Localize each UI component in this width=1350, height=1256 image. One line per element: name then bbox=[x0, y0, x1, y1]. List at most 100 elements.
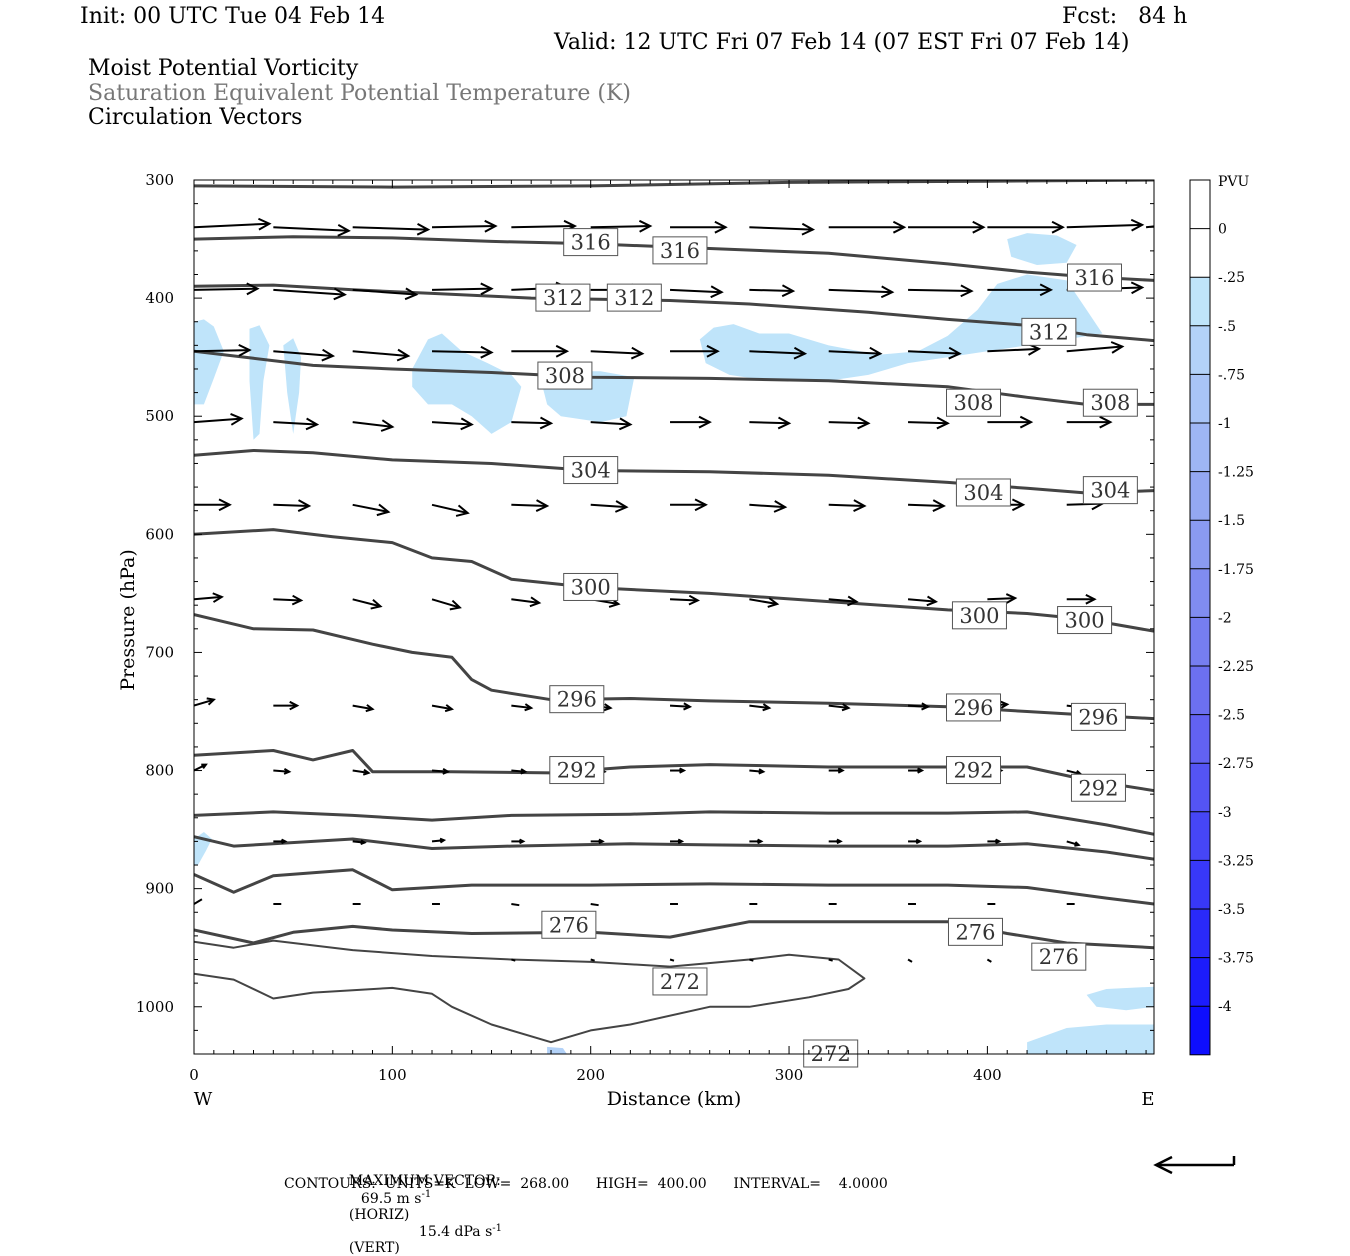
legend-swatch bbox=[1190, 957, 1210, 1007]
contour-label-308: 308 bbox=[537, 361, 593, 390]
vector-arrow bbox=[194, 217, 272, 231]
legend-level-label: -3.25 bbox=[1218, 853, 1254, 869]
svg-text:304: 304 bbox=[963, 481, 1003, 505]
vector-arrow bbox=[908, 284, 974, 298]
mpv-region-0 bbox=[194, 319, 224, 405]
vector-arrow bbox=[273, 223, 351, 237]
contour-label-272: 272 bbox=[652, 967, 708, 996]
vector-arrow bbox=[194, 498, 232, 512]
legend-swatch bbox=[1190, 811, 1210, 861]
legend-swatch bbox=[1190, 374, 1210, 423]
mpv-region-7 bbox=[1086, 986, 1154, 1011]
vector-arrow bbox=[352, 287, 419, 301]
field-title-theta-es: Saturation Equivalent Potential Temperat… bbox=[88, 81, 631, 106]
vector-arrow bbox=[431, 837, 447, 844]
vector-arrow bbox=[590, 903, 599, 907]
vector-arrow bbox=[431, 704, 455, 713]
contour-label-304: 304 bbox=[955, 478, 1011, 507]
vector-arrow bbox=[194, 282, 260, 296]
svg-text:300: 300 bbox=[1065, 609, 1105, 633]
contour-320 bbox=[194, 180, 1154, 189]
legend-level-label: -.75 bbox=[1218, 367, 1245, 383]
svg-text:276: 276 bbox=[955, 920, 995, 944]
vector-arrow bbox=[669, 958, 675, 962]
vector-arrow bbox=[1066, 341, 1125, 354]
svg-text:304: 304 bbox=[571, 459, 611, 483]
vector-arrow bbox=[273, 594, 304, 606]
legend-swatch bbox=[1190, 714, 1210, 764]
vector-arrow bbox=[431, 345, 494, 359]
vector-arrow bbox=[352, 222, 431, 236]
max-vert-value: 15.4 dPa s bbox=[418, 1224, 493, 1241]
vector-arrow bbox=[431, 417, 474, 431]
vector-arrow bbox=[749, 284, 796, 298]
vector-arrow bbox=[590, 958, 595, 962]
vector-arrow bbox=[987, 415, 1034, 429]
y-tick-label: 300 bbox=[145, 171, 174, 189]
y-tick-label: 700 bbox=[145, 643, 174, 661]
vector-arrow bbox=[511, 958, 516, 962]
legend-swatch bbox=[1190, 666, 1210, 715]
vector-arrow bbox=[670, 838, 685, 845]
legend-level-label: -2.5 bbox=[1218, 708, 1245, 724]
svg-text:312: 312 bbox=[1029, 320, 1069, 344]
vector-arrow bbox=[908, 220, 986, 234]
legend-level-label: -3.5 bbox=[1218, 902, 1245, 918]
mpv-region-10 bbox=[547, 1046, 567, 1054]
vector-arrow bbox=[749, 958, 754, 962]
contour-label-300: 300 bbox=[951, 601, 1007, 630]
legend-swatch bbox=[1190, 471, 1210, 521]
svg-text:308: 308 bbox=[953, 391, 993, 415]
x-tick-label: 0 bbox=[189, 1066, 199, 1084]
contour-label-316: 316 bbox=[563, 228, 619, 257]
mpv-region-8 bbox=[1027, 1024, 1154, 1054]
vector-arrow bbox=[431, 219, 498, 233]
reference-vector-arrow-icon bbox=[1153, 1155, 1236, 1175]
contour-label-312: 312 bbox=[606, 283, 662, 312]
vector-arrow bbox=[590, 346, 645, 360]
legend-level-label: -2.25 bbox=[1218, 659, 1254, 675]
contour-304 bbox=[194, 449, 1154, 495]
forecast-hour: Fcst: 84 h bbox=[1062, 4, 1188, 29]
vector-arrow bbox=[828, 220, 907, 234]
legend-level-label: -.25 bbox=[1218, 270, 1245, 286]
vector-arrow bbox=[987, 220, 1065, 234]
pvu-color-legend: 0 -.25 -.5 -.75 -1 -1.25 -1.5 -1.75 -2 -2.25 -2.5 -… bbox=[1189, 179, 1254, 1056]
legend-swatch bbox=[1190, 520, 1210, 569]
vector-arrow bbox=[352, 348, 411, 362]
vector-arrow bbox=[194, 898, 203, 905]
contour-300 bbox=[194, 528, 1154, 633]
vector-arrow bbox=[1066, 415, 1113, 429]
vector-arrow bbox=[908, 416, 950, 430]
vector-arrow bbox=[194, 763, 208, 772]
svg-text:308: 308 bbox=[1090, 391, 1130, 415]
vector-arrow bbox=[987, 283, 1054, 297]
vector-arrow bbox=[670, 220, 728, 234]
vector-arrow bbox=[828, 767, 845, 774]
contour-label-292: 292 bbox=[946, 756, 1002, 785]
svg-text:316: 316 bbox=[660, 239, 700, 263]
vector-arrow bbox=[1066, 593, 1097, 605]
svg-text:312: 312 bbox=[543, 286, 583, 310]
vector-arrow bbox=[749, 768, 766, 775]
vector-arrow bbox=[828, 595, 859, 607]
svg-text:308: 308 bbox=[545, 364, 585, 388]
vector-arrow bbox=[511, 596, 542, 608]
vector-arrow bbox=[511, 344, 570, 358]
legend-level-label: -4 bbox=[1218, 999, 1232, 1015]
legend-swatch bbox=[1190, 763, 1210, 812]
contour-label-292: 292 bbox=[1070, 773, 1126, 802]
y-tick-label: 600 bbox=[145, 525, 174, 543]
svg-text:276: 276 bbox=[549, 913, 589, 937]
x-axis-title: Distance (km) bbox=[607, 1088, 742, 1110]
legend-swatch bbox=[1190, 617, 1210, 666]
legend-swatch bbox=[1190, 423, 1210, 472]
vert-tag: (VERT) bbox=[348, 1240, 400, 1256]
vector-arrow bbox=[431, 598, 462, 611]
contour-label-316: 316 bbox=[652, 236, 708, 265]
vector-arrow bbox=[511, 703, 534, 712]
vector-arrow bbox=[828, 703, 851, 712]
vector-arrow bbox=[590, 500, 629, 513]
east-label: E bbox=[1141, 1089, 1154, 1110]
vector-arrow bbox=[273, 417, 320, 431]
